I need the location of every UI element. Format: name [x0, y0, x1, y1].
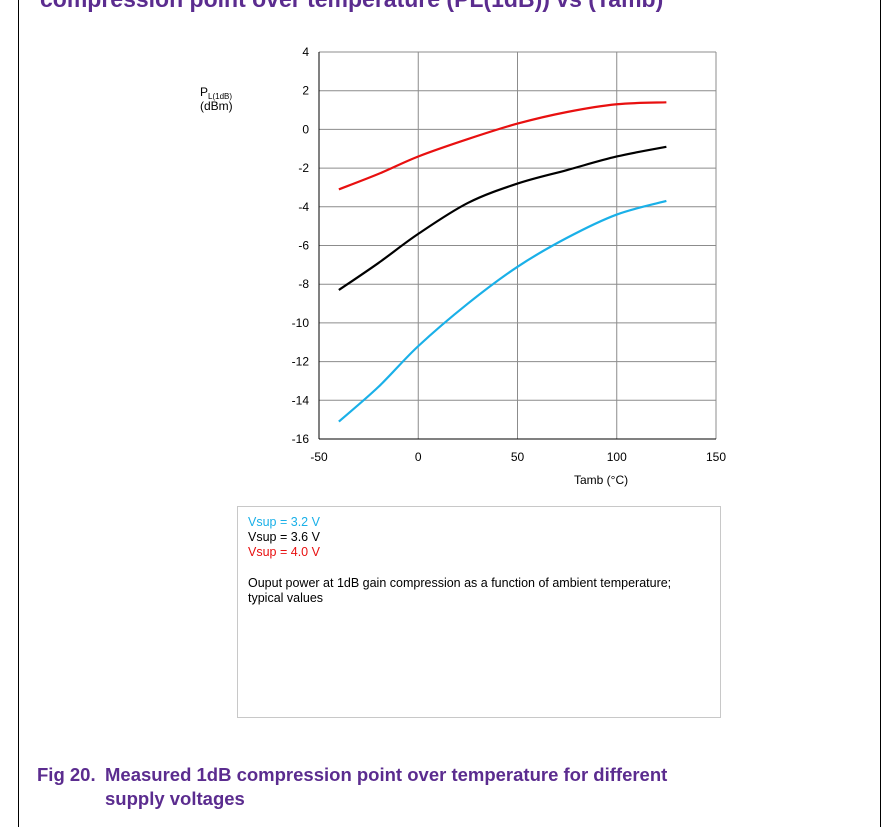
chart-ticks: 4 2 0 -2 -4 -6 -8 -10 -12 -14 -16-50 0 50 100 150: [292, 45, 727, 464]
y-tick-label: -16: [292, 432, 310, 446]
caption-number: Fig 20.: [37, 764, 96, 785]
x-axis-label: Tamb (°C): [574, 473, 628, 487]
y-tick-label: 4: [302, 45, 309, 59]
y-tick-label: 2: [302, 84, 309, 98]
legend-description: Ouput power at 1dB gain compression as a…: [248, 576, 672, 605]
y-axis-label-subscript: L(1dB): [208, 92, 232, 101]
y-tick-label: -6: [298, 239, 309, 253]
x-tick-label: -50: [310, 450, 328, 464]
caption-line-2: supply voltages: [105, 788, 245, 809]
y-tick-label: -2: [298, 161, 309, 175]
top-heading: compression point over temperature (PL(1…: [40, 0, 881, 12]
x-tick-label: 100: [607, 450, 627, 464]
legend-entry-4-0v: Vsup = 4.0 V: [248, 545, 320, 559]
legend-entry-3-2v: Vsup = 3.2 V: [248, 515, 320, 529]
y-tick-label: -14: [292, 393, 310, 407]
y-tick-label: 0: [302, 122, 309, 136]
x-tick-label: 50: [511, 450, 525, 464]
x-tick-label: 0: [415, 450, 422, 464]
figure-caption: Fig 20. Measured 1dB compression point ov…: [37, 763, 837, 811]
y-axis-label-unit: (dBm): [200, 99, 233, 113]
series-line-1: [338, 145, 667, 291]
y-tick-label: -8: [298, 277, 309, 291]
series-line-2: [338, 101, 667, 191]
series-line-0: [338, 199, 667, 423]
legend-entry-3-6v: Vsup = 3.6 V: [248, 530, 320, 544]
caption-line-1: Measured 1dB compression point over temp…: [105, 764, 668, 785]
x-tick-label: 150: [706, 450, 726, 464]
y-tick-label: -4: [298, 200, 309, 214]
y-axis-label-main: PL(1dB): [200, 85, 232, 101]
chart: 4 2 0 -2 -4 -6 -8 -10 -12 -14 -16-50 0 50 100 150 PL(1…: [200, 45, 727, 487]
legend-box: Vsup = 3.2 V Vsup = 3.6 V Vsup = 4.0 V O…: [237, 506, 721, 718]
y-tick-label: -12: [292, 355, 310, 369]
chart-series: [338, 101, 667, 423]
y-tick-label: -10: [292, 316, 310, 330]
chart-axes: [318, 52, 716, 440]
chart-grid: [319, 51, 717, 439]
